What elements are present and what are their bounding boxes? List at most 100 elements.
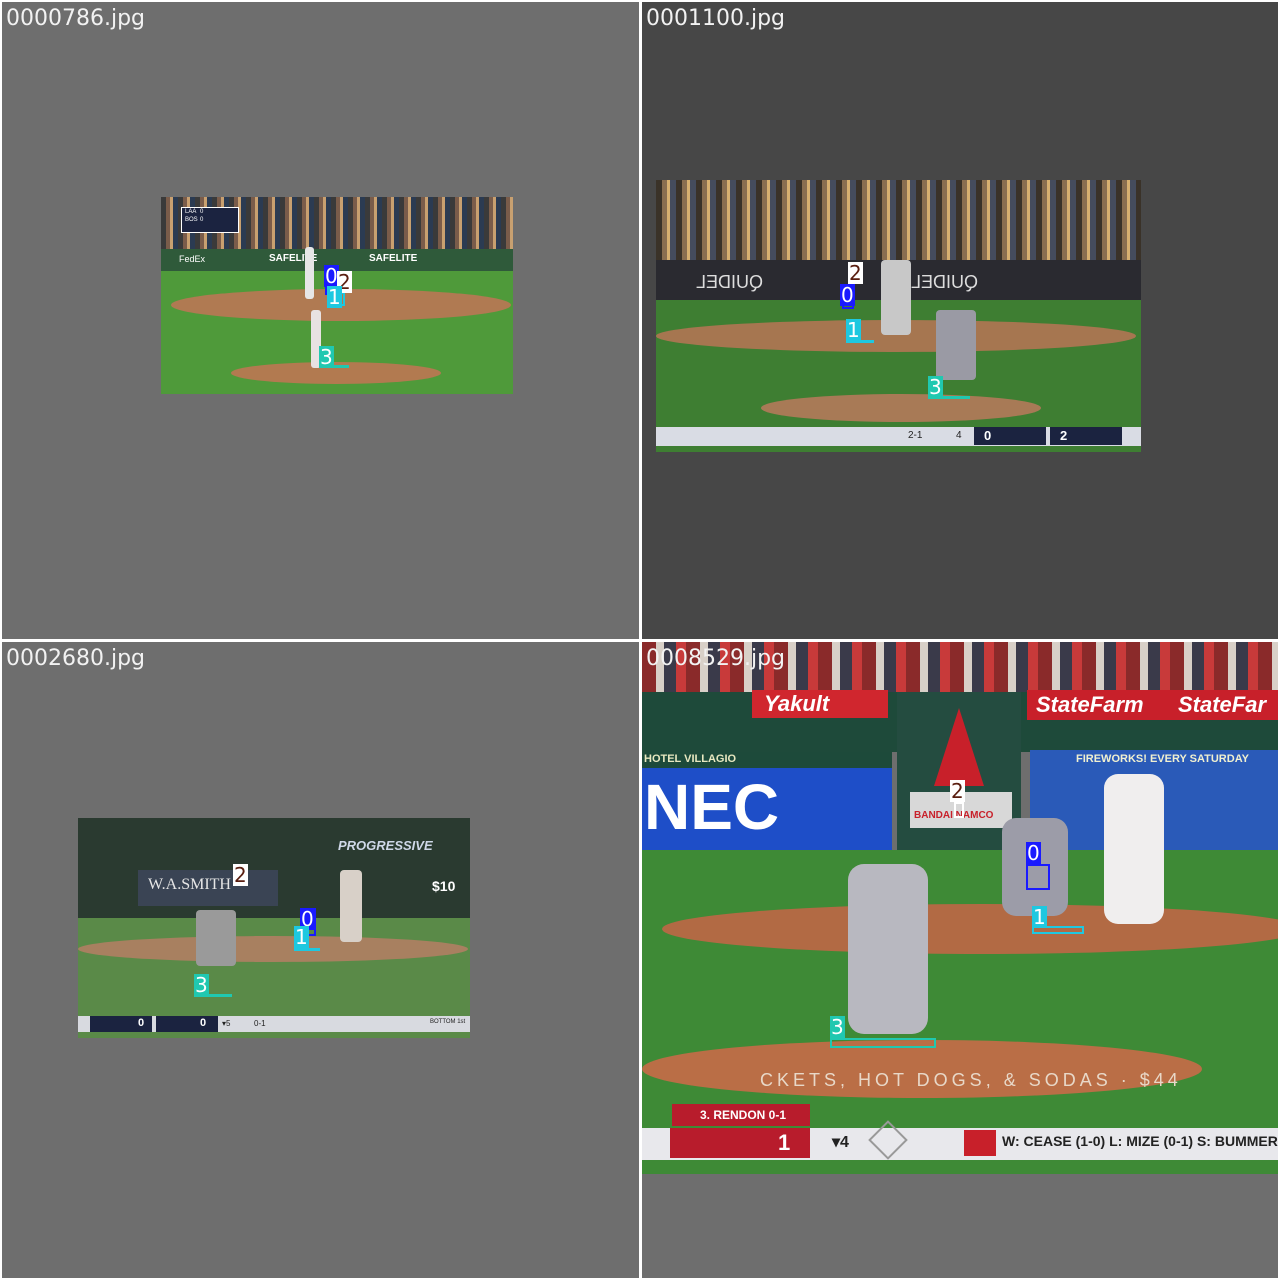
ad-quidel-2: QUIDEL (911, 272, 979, 292)
bbox-label-2: 2 (848, 261, 863, 285)
bbox-label-3: 3 (194, 973, 209, 997)
inning: 4 (956, 430, 962, 441)
player-pitcher (936, 310, 976, 380)
ad-ten: $10 (432, 878, 456, 894)
ad-hotel-villagio: CKETS, HOT DOGS, & SODAS · $44 (760, 1070, 1182, 1090)
panel-0000786: 0000786.jpg SAFELITE SAFELITE FedEx LAA … (2, 2, 639, 639)
panel-0001100: 0001100.jpg QUIDEL QUIDEL 0 2 4 2-1 2 0 … (642, 2, 1278, 639)
infield-dirt (78, 936, 468, 962)
ad-wasmith: W.A.SMITH (148, 876, 231, 893)
baseball-frame: QUIDEL QUIDEL 0 2 4 2-1 2 0 1 3 (656, 180, 1141, 452)
bbox-2 (954, 802, 964, 818)
player-pitcher (848, 864, 928, 1034)
score-right: 2 (1060, 428, 1068, 443)
ad-yakult: Yakult (764, 691, 830, 716)
ad-wasmith-panel (138, 870, 278, 906)
ad-safelite-2: SAFELITE (369, 253, 418, 264)
score-home: 0 (200, 1017, 207, 1029)
angels-logo (934, 708, 984, 786)
bbox-label-2: 2 (950, 779, 965, 803)
bbox-label-1: 1 (294, 925, 309, 949)
ad-bandai: BANDAI NAMCO (914, 810, 994, 821)
baseball-frame: PROGRESSIVE W.A.SMITH $10 0 0 ▾5 0-1 BOT… (78, 818, 470, 1038)
scoreboard: LAA 0 BOS 0 (181, 207, 239, 233)
bbox-label-0: 0 (300, 907, 315, 931)
player-pitcher (196, 910, 236, 966)
count: 0-1 (254, 1019, 266, 1028)
player-batter (305, 247, 314, 299)
score-box (670, 1128, 810, 1158)
filename-label: 0000786.jpg (6, 6, 146, 31)
batter-box (672, 1104, 810, 1126)
score-box-away (90, 1016, 152, 1032)
batter-name: 3. RENDON 0-1 (700, 1108, 787, 1122)
score-box-home (156, 1016, 218, 1032)
filename-label: 0002680.jpg (6, 646, 146, 671)
bbox-3 (194, 994, 232, 997)
bbox-3 (928, 396, 970, 399)
inning: ▾5 (222, 1019, 231, 1028)
bbox-1 (846, 340, 874, 343)
inning: ▾4 (832, 1134, 849, 1151)
ad-statefarm-2: StateFar (1178, 692, 1267, 717)
grid-divider-horizontal (0, 639, 1280, 642)
player-catcher (1002, 818, 1068, 916)
bbox-label-0: 0 (840, 283, 855, 307)
ad-safelite-1: SAFELITE (269, 253, 318, 264)
outfield-wall (161, 249, 513, 271)
bbox-1 (1032, 926, 1084, 934)
player-batter (1104, 774, 1164, 924)
player-batter (340, 870, 362, 942)
score-away: 0 (138, 1017, 145, 1029)
player-batter (881, 260, 911, 335)
score-value: 1 (778, 1130, 791, 1155)
crowd (642, 642, 1278, 692)
panel-0008529: Yakult StateFarm StateFar HOTEL VILLAGIO… (642, 642, 1278, 1278)
score-home-team: BOS (185, 217, 198, 223)
pitchers-line: W: CEASE (1-0) L: MIZE (0-1) S: BUMMER (1002, 1133, 1278, 1149)
score-away-team: LAA (185, 209, 197, 215)
ad-progressive: PROGRESSIVE (338, 838, 433, 853)
filename-label: 0001100.jpg (646, 6, 786, 31)
bbox-label-0: 0 (1026, 841, 1041, 865)
tickets-band (642, 752, 892, 768)
pitcher-mound (642, 1040, 1202, 1098)
infield-dirt (662, 904, 1278, 954)
score-box-left (974, 427, 1046, 445)
bbox-label-1: 1 (846, 318, 861, 342)
bbox-3 (321, 365, 349, 368)
bottom-text: BOTTOM 1st (430, 1019, 466, 1025)
sponsor-logo (964, 1130, 996, 1156)
yakult-panel (752, 690, 888, 718)
crowd (656, 180, 1141, 260)
ad-quidel-1: QUIDEL (696, 272, 764, 292)
baseball-frame: SAFELITE SAFELITE FedEx LAA 0 BOS 0 0 2 … (161, 197, 513, 394)
bbox-3 (830, 1038, 936, 1048)
bbox-label-0: 0 (324, 264, 339, 288)
bbox-1 (294, 948, 320, 951)
panel-0002680: 0002680.jpg PROGRESSIVE W.A.SMITH $10 0 … (2, 642, 639, 1278)
bbox-label-3: 3 (830, 1015, 845, 1039)
statefarm-panel (1027, 690, 1278, 720)
ad-nec: NEC (644, 771, 780, 843)
bbox-label-3: 3 (928, 375, 943, 399)
score-box-right (1050, 427, 1122, 445)
nec-panel (642, 768, 892, 850)
score-home-runs: 0 (200, 217, 204, 223)
player-pitcher (311, 310, 321, 368)
pitcher-mound (231, 362, 441, 384)
score-left: 0 (984, 428, 992, 443)
ad-tickets: HOTEL VILLAGIO (644, 753, 737, 765)
bbox-0 (1026, 864, 1050, 890)
score-away-runs: 0 (200, 209, 204, 215)
bbox-label-2: 2 (233, 863, 248, 887)
ad-statefarm-1: StateFarm (1036, 692, 1144, 717)
bbox-label-1: 1 (1032, 905, 1047, 929)
baseball-frame: Yakult StateFarm StateFar HOTEL VILLAGIO… (642, 642, 1278, 1174)
bbox-label-1: 1 (327, 285, 342, 309)
bbox-label-3: 3 (319, 345, 334, 369)
filename-label: 0008529.jpg (646, 646, 786, 671)
ad-fedex: FedEx (179, 254, 206, 264)
ad-fireworks: FIREWORKS! EVERY SATURDAY (1076, 753, 1249, 765)
count: 2-1 (908, 430, 923, 441)
